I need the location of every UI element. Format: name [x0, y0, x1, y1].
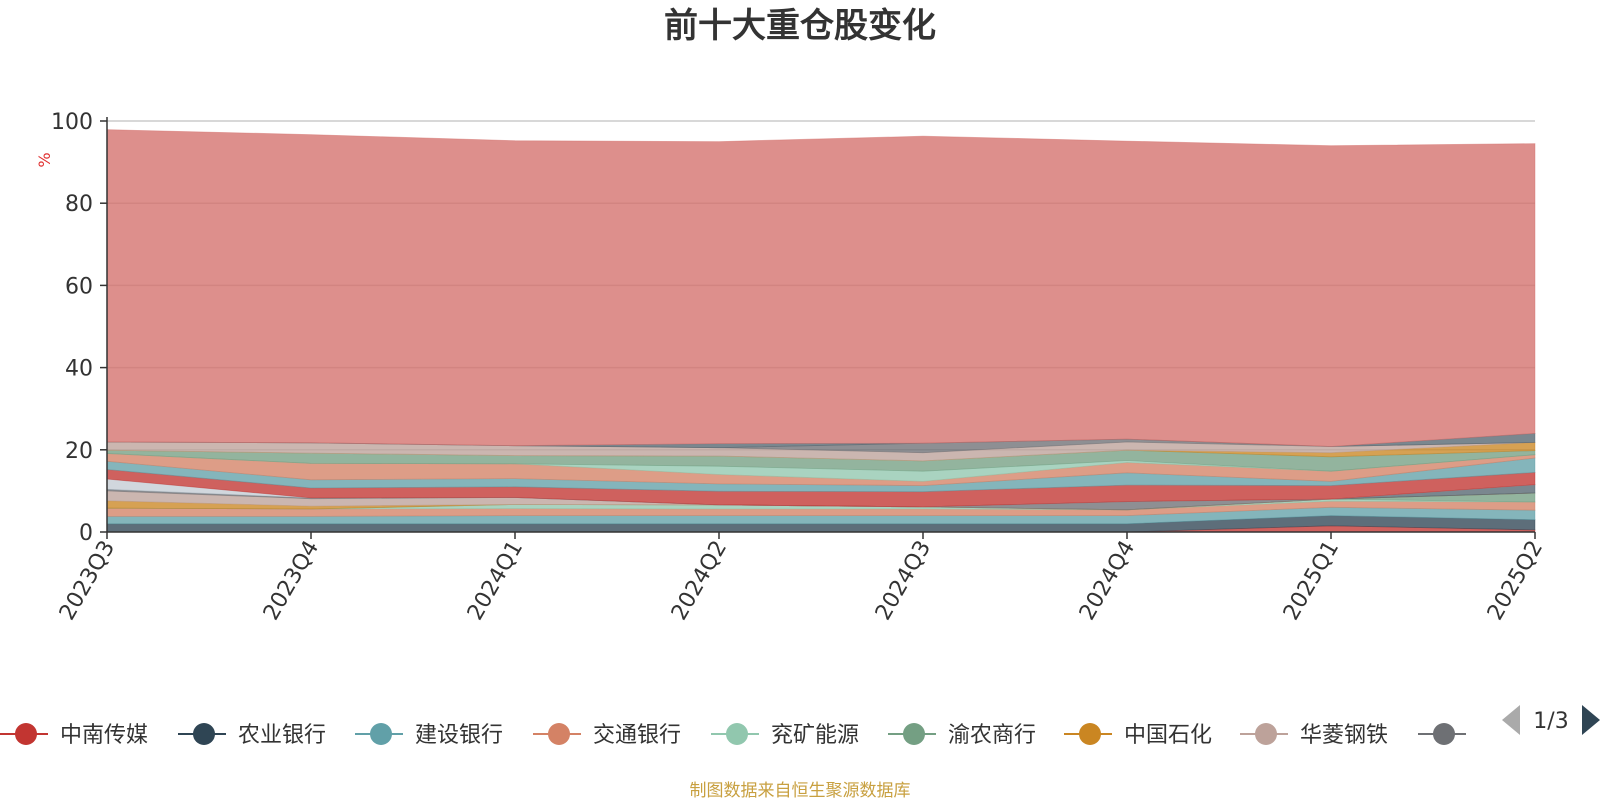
legend-label: 中南传媒 — [60, 723, 148, 748]
legend-pager[interactable]: 1/3 — [1502, 705, 1600, 735]
legend-circle-icon — [370, 723, 392, 745]
y-tick-label: 60 — [65, 274, 93, 299]
y-tick-label: 80 — [65, 192, 93, 217]
legend-label: 交通银行 — [593, 723, 681, 748]
legend-label: 建设银行 — [415, 723, 503, 748]
legend-item-2[interactable]: 建设银行 — [355, 723, 503, 748]
x-tick-label: 2025Q2 — [1483, 537, 1548, 625]
x-tick-label: 2024Q1 — [463, 537, 528, 625]
x-tick-label: 2024Q3 — [871, 537, 936, 625]
x-tick-label: 2025Q1 — [1279, 537, 1344, 625]
legend-circle-icon — [726, 723, 748, 745]
legend-label: 中国石化 — [1124, 723, 1212, 748]
legend-circle-icon — [15, 723, 37, 745]
x-tick-label: 2024Q2 — [667, 537, 732, 625]
legend-label: 渝农商行 — [948, 723, 1036, 748]
legend-prev-page-icon[interactable] — [1502, 705, 1520, 735]
legend-circle-icon — [1079, 723, 1101, 745]
legend-label: 兖矿能源 — [771, 723, 859, 748]
chart-title: 前十大重仓股变化 — [664, 6, 936, 46]
legend-page-indicator: 1/3 — [1533, 709, 1568, 734]
y-tick-label: 20 — [65, 439, 93, 464]
x-tick-label: 2024Q4 — [1075, 537, 1140, 625]
legend-circle-icon — [1433, 723, 1455, 745]
stacked-areas — [106, 129, 1536, 533]
legend-label: 农业银行 — [238, 723, 326, 748]
legend-item-7[interactable]: 华菱钢铁 — [1240, 723, 1388, 748]
legend-circle-icon — [1255, 723, 1277, 745]
y-axis-unit: % — [35, 152, 54, 167]
data-source-note: 制图数据来自恒生聚源数据库 — [690, 781, 911, 800]
legend-item-6[interactable]: 中国石化 — [1064, 723, 1212, 748]
legend-item-0[interactable]: 中南传媒 — [0, 723, 148, 748]
legend-item-3[interactable]: 交通银行 — [533, 723, 681, 748]
legend-item-5[interactable]: 渝农商行 — [888, 723, 1036, 748]
legend-next-page-icon[interactable] — [1582, 705, 1600, 735]
legend-item-4[interactable]: 兖矿能源 — [711, 723, 859, 748]
legend-circle-icon — [903, 723, 925, 745]
y-tick-label: 100 — [51, 110, 93, 135]
legend-item-8[interactable] — [1418, 723, 1466, 745]
x-tick-label: 2023Q3 — [55, 537, 120, 625]
y-tick-label: 40 — [65, 357, 93, 382]
legend-item-1[interactable]: 农业银行 — [178, 723, 326, 748]
area-series-20 — [106, 129, 1536, 447]
y-tick-label: 0 — [79, 521, 93, 546]
legend-circle-icon — [548, 723, 570, 745]
legend-circle-icon — [193, 723, 215, 745]
x-tick-label: 2023Q4 — [259, 537, 324, 625]
legend[interactable]: 中南传媒 农业银行 建设银行 交通银行 兖矿能源 渝农商行 中国石化 华菱钢铁 — [0, 723, 1466, 748]
legend-label: 华菱钢铁 — [1300, 723, 1388, 748]
